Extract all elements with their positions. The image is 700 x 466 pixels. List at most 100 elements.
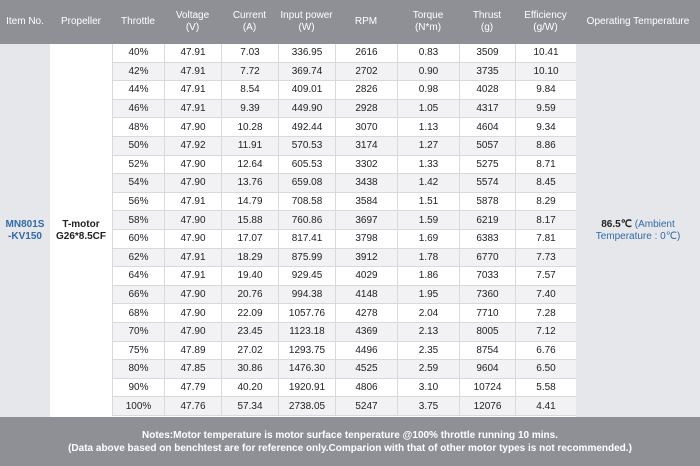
efficiency-cell: 9.84 — [515, 81, 576, 99]
rpm-cell: 3302 — [335, 155, 397, 174]
thrust-cell: 3509 — [459, 44, 515, 62]
throttle-cell: 48% — [112, 118, 164, 136]
table-row: 100% 47.76 57.34 2738.05 5247 3.75 12076 4.41 — [112, 397, 576, 416]
voltage-cell: 47.90 — [164, 322, 221, 341]
torque-cell: 0.98 — [397, 81, 459, 99]
thrust-cell: 7033 — [459, 267, 515, 285]
item-no-cell: MN801S -KV150 — [0, 44, 50, 417]
rpm-cell: 4029 — [335, 267, 397, 285]
notes-line-2: (Data above based on benchtest are for r… — [68, 442, 632, 454]
thrust-cell: 9604 — [459, 360, 515, 378]
rpm-cell: 2702 — [335, 62, 397, 81]
header-torque: Torque (N*m) — [412, 10, 444, 33]
thrust-cell: 12076 — [459, 397, 515, 415]
table-row: 54% 47.90 13.76 659.08 3438 1.42 5574 8.45 — [112, 174, 576, 193]
throttle-cell: 60% — [112, 229, 164, 248]
thrust-cell: 10724 — [459, 378, 515, 397]
table-row: 66% 47.90 20.76 994.38 4148 1.95 7360 7.40 — [112, 285, 576, 305]
ambient-temperature: (Ambient Temperature : 0℃) — [595, 218, 681, 242]
current-cell: 23.45 — [221, 322, 278, 341]
rpm-cell: 3584 — [335, 192, 397, 211]
input-power-cell: 1057.76 — [278, 304, 335, 322]
rpm-cell: 3070 — [335, 118, 397, 136]
table-row: 62% 47.91 18.29 875.99 3912 1.78 6770 7.73 — [112, 248, 576, 268]
throttle-cell: 75% — [112, 341, 164, 360]
input-power-cell: 875.99 — [278, 248, 335, 267]
voltage-cell: 47.90 — [164, 285, 221, 304]
voltage-cell: 47.85 — [164, 360, 221, 378]
current-cell: 11.91 — [221, 136, 278, 155]
throttle-cell: 42% — [112, 62, 164, 81]
throttle-cell: 44% — [112, 81, 164, 99]
throttle-cell: 54% — [112, 174, 164, 192]
efficiency-cell: 7.57 — [515, 267, 576, 285]
rpm-cell: 3912 — [335, 248, 397, 267]
torque-cell: 1.42 — [397, 174, 459, 192]
torque-cell: 1.13 — [397, 118, 459, 136]
current-cell: 13.76 — [221, 174, 278, 192]
throttle-cell: 52% — [112, 155, 164, 174]
table-row: 75% 47.89 27.02 1293.75 4496 2.35 8754 6.76 — [112, 341, 576, 361]
header-operating-temperature: Operating Temperature — [586, 16, 690, 27]
header-throttle: Throttle — [121, 16, 155, 27]
rpm-cell: 4496 — [335, 341, 397, 360]
torque-cell: 1.59 — [397, 211, 459, 229]
rpm-cell: 3174 — [335, 136, 397, 155]
voltage-cell: 47.91 — [164, 62, 221, 81]
temperature-value: 86.5℃ — [601, 218, 632, 230]
efficiency-cell: 6.76 — [515, 341, 576, 360]
rpm-cell: 3798 — [335, 229, 397, 248]
header-input-power: Input power (W) — [280, 10, 333, 33]
torque-cell: 3.10 — [397, 378, 459, 397]
table-row: 44% 47.91 8.54 409.01 2826 0.98 4028 9.84 — [112, 81, 576, 100]
input-power-cell: 659.08 — [278, 174, 335, 192]
thrust-cell: 4028 — [459, 81, 515, 99]
efficiency-cell: 8.17 — [515, 211, 576, 229]
throttle-cell: 40% — [112, 44, 164, 62]
current-cell: 22.09 — [221, 304, 278, 322]
voltage-cell: 47.91 — [164, 81, 221, 99]
throttle-cell: 50% — [112, 136, 164, 155]
efficiency-cell: 10.41 — [515, 44, 576, 62]
torque-cell: 2.04 — [397, 304, 459, 322]
torque-cell: 0.83 — [397, 44, 459, 62]
torque-cell: 0.90 — [397, 62, 459, 81]
torque-cell: 1.95 — [397, 285, 459, 304]
current-cell: 9.39 — [221, 99, 278, 118]
throttle-cell: 56% — [112, 192, 164, 211]
rpm-cell: 2928 — [335, 99, 397, 118]
efficiency-cell: 7.73 — [515, 248, 576, 267]
current-cell: 19.40 — [221, 267, 278, 285]
voltage-cell: 47.79 — [164, 378, 221, 397]
thrust-cell: 5275 — [459, 155, 515, 174]
voltage-cell: 47.90 — [164, 211, 221, 229]
voltage-cell: 47.90 — [164, 118, 221, 136]
thrust-cell: 7360 — [459, 285, 515, 304]
thrust-cell: 8754 — [459, 341, 515, 360]
header-propeller: Propeller — [60, 16, 102, 27]
thrust-cell: 4317 — [459, 99, 515, 118]
rpm-cell: 4525 — [335, 360, 397, 378]
table-row: 70% 47.90 23.45 1123.18 4369 2.13 8005 7.12 — [112, 322, 576, 342]
torque-cell: 1.69 — [397, 229, 459, 248]
voltage-cell: 47.91 — [164, 267, 221, 285]
throttle-cell: 100% — [112, 397, 164, 415]
voltage-cell: 47.91 — [164, 192, 221, 211]
input-power-cell: 2738.05 — [278, 397, 335, 415]
input-power-cell: 1920.91 — [278, 378, 335, 397]
thrust-cell: 5878 — [459, 192, 515, 211]
rpm-cell: 3697 — [335, 211, 397, 229]
input-power-cell: 708.58 — [278, 192, 335, 211]
efficiency-cell: 7.12 — [515, 322, 576, 341]
table-body: MN801S -KV150 T-motor G26*8.5CF 40% 47.91… — [0, 44, 700, 417]
torque-cell: 1.78 — [397, 248, 459, 267]
torque-cell: 1.33 — [397, 155, 459, 174]
voltage-cell: 47.92 — [164, 136, 221, 155]
efficiency-cell: 10.10 — [515, 62, 576, 81]
notes-line-1: Notes:Motor temperature is motor surface… — [142, 429, 558, 441]
table-row: 80% 47.85 30.86 1476.30 4525 2.59 9604 6.50 — [112, 360, 576, 379]
input-power-cell: 492.44 — [278, 118, 335, 136]
current-cell: 7.03 — [221, 44, 278, 62]
voltage-cell: 47.89 — [164, 341, 221, 360]
current-cell: 7.72 — [221, 62, 278, 81]
